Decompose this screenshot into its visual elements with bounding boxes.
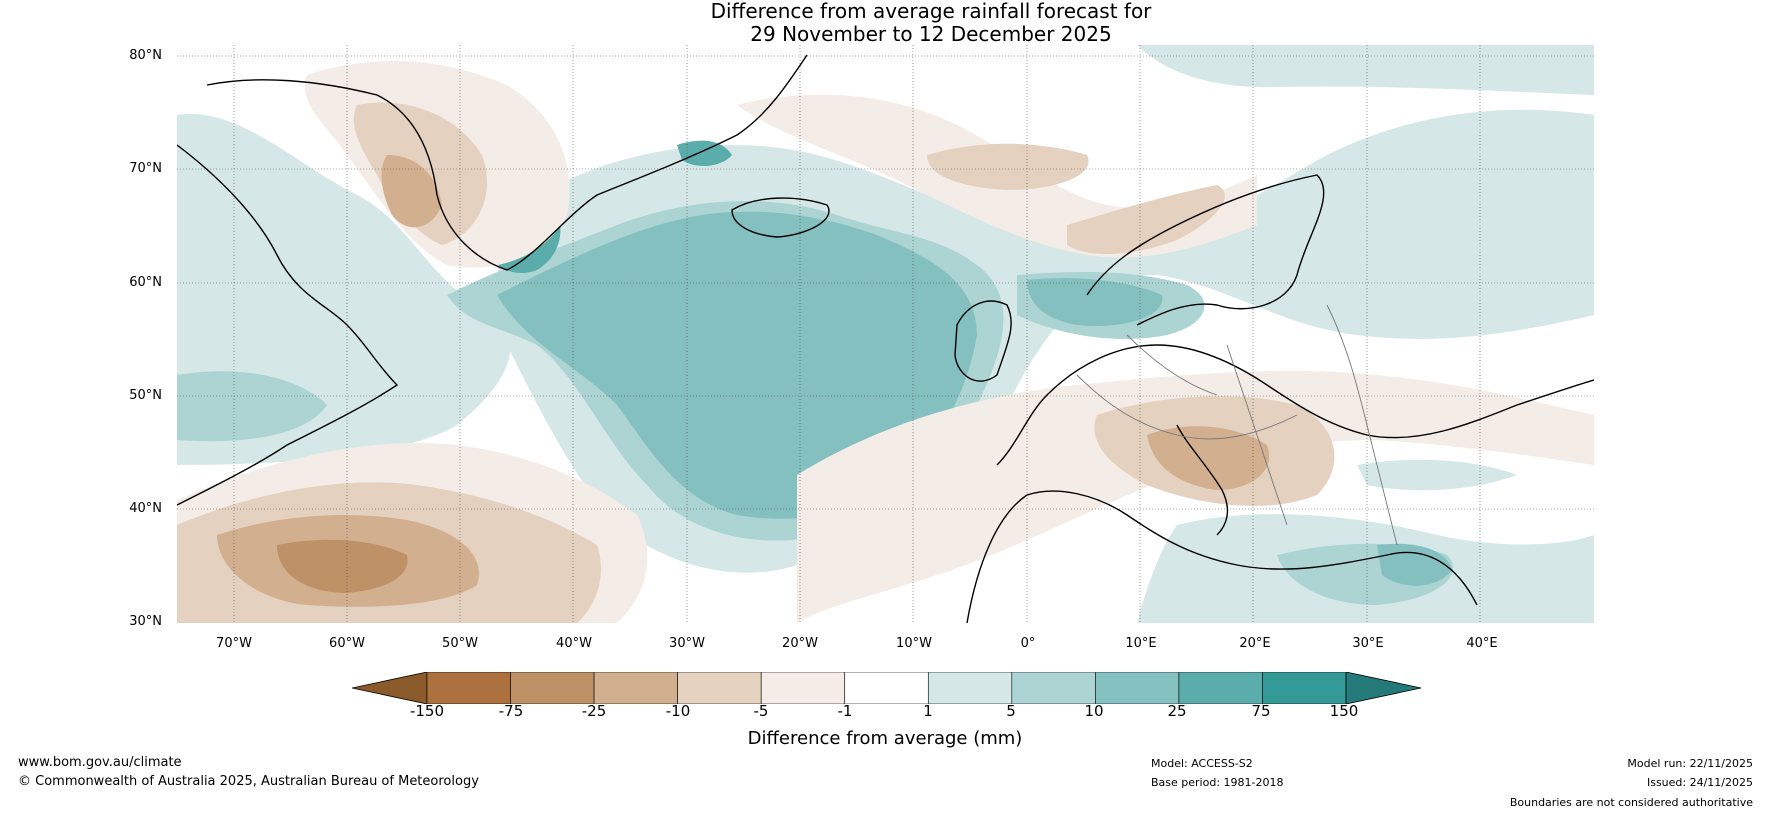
anomaly-field-wet-labrador	[177, 371, 327, 442]
model-run-date: Model run: 22/11/2025	[1627, 757, 1753, 770]
british-isles-coast	[954, 300, 1012, 382]
colorbar-bin	[760, 672, 846, 704]
anomaly-field-drier-balkans	[1147, 426, 1270, 490]
anomaly-field-wetter-levant	[1377, 543, 1452, 586]
colorbar-label: Difference from average (mm)	[747, 728, 1023, 749]
anomaly-field-light-wet-eastmed	[1357, 459, 1517, 491]
colorbar-tick: -5	[753, 702, 769, 720]
model-name: Model: ACCESS-S2	[1151, 757, 1253, 770]
colorbar-tick: 10	[1084, 702, 1104, 720]
map-title: Difference from average rainfall forecas…	[0, 0, 1770, 46]
canada-coast	[177, 144, 399, 506]
colorbar-tick: 150	[1329, 702, 1359, 720]
map-canvas	[177, 45, 1594, 623]
colorbar-tick: -25	[581, 702, 607, 720]
scandinavia-coast	[1086, 174, 1325, 326]
colorbar	[352, 672, 1422, 704]
lat-label-30n: 30°N	[129, 614, 162, 629]
issued-date: Issued: 24/11/2025	[1646, 776, 1753, 789]
lon-label-60w: 60°W	[329, 636, 365, 651]
anomaly-field-wetter-core	[497, 211, 977, 519]
lat-label-70n: 70°N	[129, 161, 162, 176]
colorbar-bin	[1262, 672, 1347, 704]
base-period: Base period: 1981-2018	[1151, 776, 1284, 789]
colorbar-tick: -1	[837, 702, 853, 720]
colorbar-tick: -10	[665, 702, 691, 720]
lat-label-50n: 50°N	[129, 388, 162, 403]
colorbar-tick: 5	[1006, 702, 1016, 720]
lon-label-70w: 70°W	[216, 636, 252, 651]
italy-coast	[1176, 424, 1229, 536]
anomaly-field-light-dry-iberia-europe	[797, 370, 1594, 623]
title-line-2: 29 November to 12 December 2025	[750, 22, 1112, 46]
lon-label-10e: 10°E	[1125, 636, 1157, 651]
anomaly-field-wettest-iceland	[677, 140, 732, 167]
colorbar-bin	[677, 672, 762, 704]
anomaly-field-dry-norwegian-sea	[927, 143, 1089, 190]
anomaly-field-drier-greenland	[381, 155, 442, 228]
colorbar-bin	[844, 672, 929, 704]
lat-label-80n: 80°N	[129, 48, 162, 63]
europe-coast	[996, 344, 1594, 466]
coastlines	[177, 54, 1594, 623]
colorbar-bin	[510, 672, 595, 704]
graticule	[177, 45, 1594, 623]
colorbar-extend-high	[1345, 672, 1422, 704]
lon-label-50w: 50°W	[442, 636, 478, 651]
colorbar-segments	[426, 672, 1347, 704]
lon-label-20e: 20°E	[1239, 636, 1271, 651]
anomaly-field-driest-subtropic	[277, 539, 408, 593]
lon-label-40w: 40°W	[556, 636, 592, 651]
colorbar-extend-low	[352, 672, 428, 704]
copyright-text: © Commonwealth of Australia 2025, Austra…	[18, 774, 479, 789]
colorbar-bin	[927, 672, 1013, 704]
colorbar-bin	[426, 672, 511, 704]
country-borders	[1076, 304, 1398, 546]
anomaly-field-dry-norway	[1067, 185, 1225, 255]
rainfall-anomaly-map	[177, 45, 1594, 623]
lat-label-40n: 40°N	[129, 501, 162, 516]
colorbar-bin	[1178, 672, 1263, 704]
title-line-1: Difference from average rainfall forecas…	[710, 0, 1152, 23]
website-link[interactable]: www.bom.gov.au/climate	[18, 755, 182, 770]
colorbar-tick: 25	[1167, 702, 1187, 720]
colorbar-tick: 1	[923, 702, 933, 720]
mediterranean-coast	[966, 490, 1478, 623]
colorbar-tick: -75	[498, 702, 524, 720]
colorbar-bin	[1011, 672, 1096, 704]
lon-label-10w: 10°W	[896, 636, 932, 651]
boundaries-disclaimer: Boundaries are not considered authoritat…	[1509, 796, 1753, 809]
anomaly-field-wetter-norway	[1027, 278, 1163, 326]
lon-label-30e: 30°E	[1352, 636, 1384, 651]
colorbar-bin	[593, 672, 678, 704]
greenland-coast	[206, 54, 808, 271]
colorbar-bin	[1095, 672, 1180, 704]
lon-label-40e: 40°E	[1466, 636, 1498, 651]
lat-label-60n: 60°N	[129, 275, 162, 290]
colorbar-tick: 75	[1251, 702, 1271, 720]
lon-label-0: 0°	[1020, 636, 1036, 651]
colorbar-tick: -150	[409, 702, 445, 720]
lon-label-30w: 30°W	[669, 636, 705, 651]
iceland-coast	[731, 197, 830, 238]
lon-label-20w: 20°W	[782, 636, 818, 651]
